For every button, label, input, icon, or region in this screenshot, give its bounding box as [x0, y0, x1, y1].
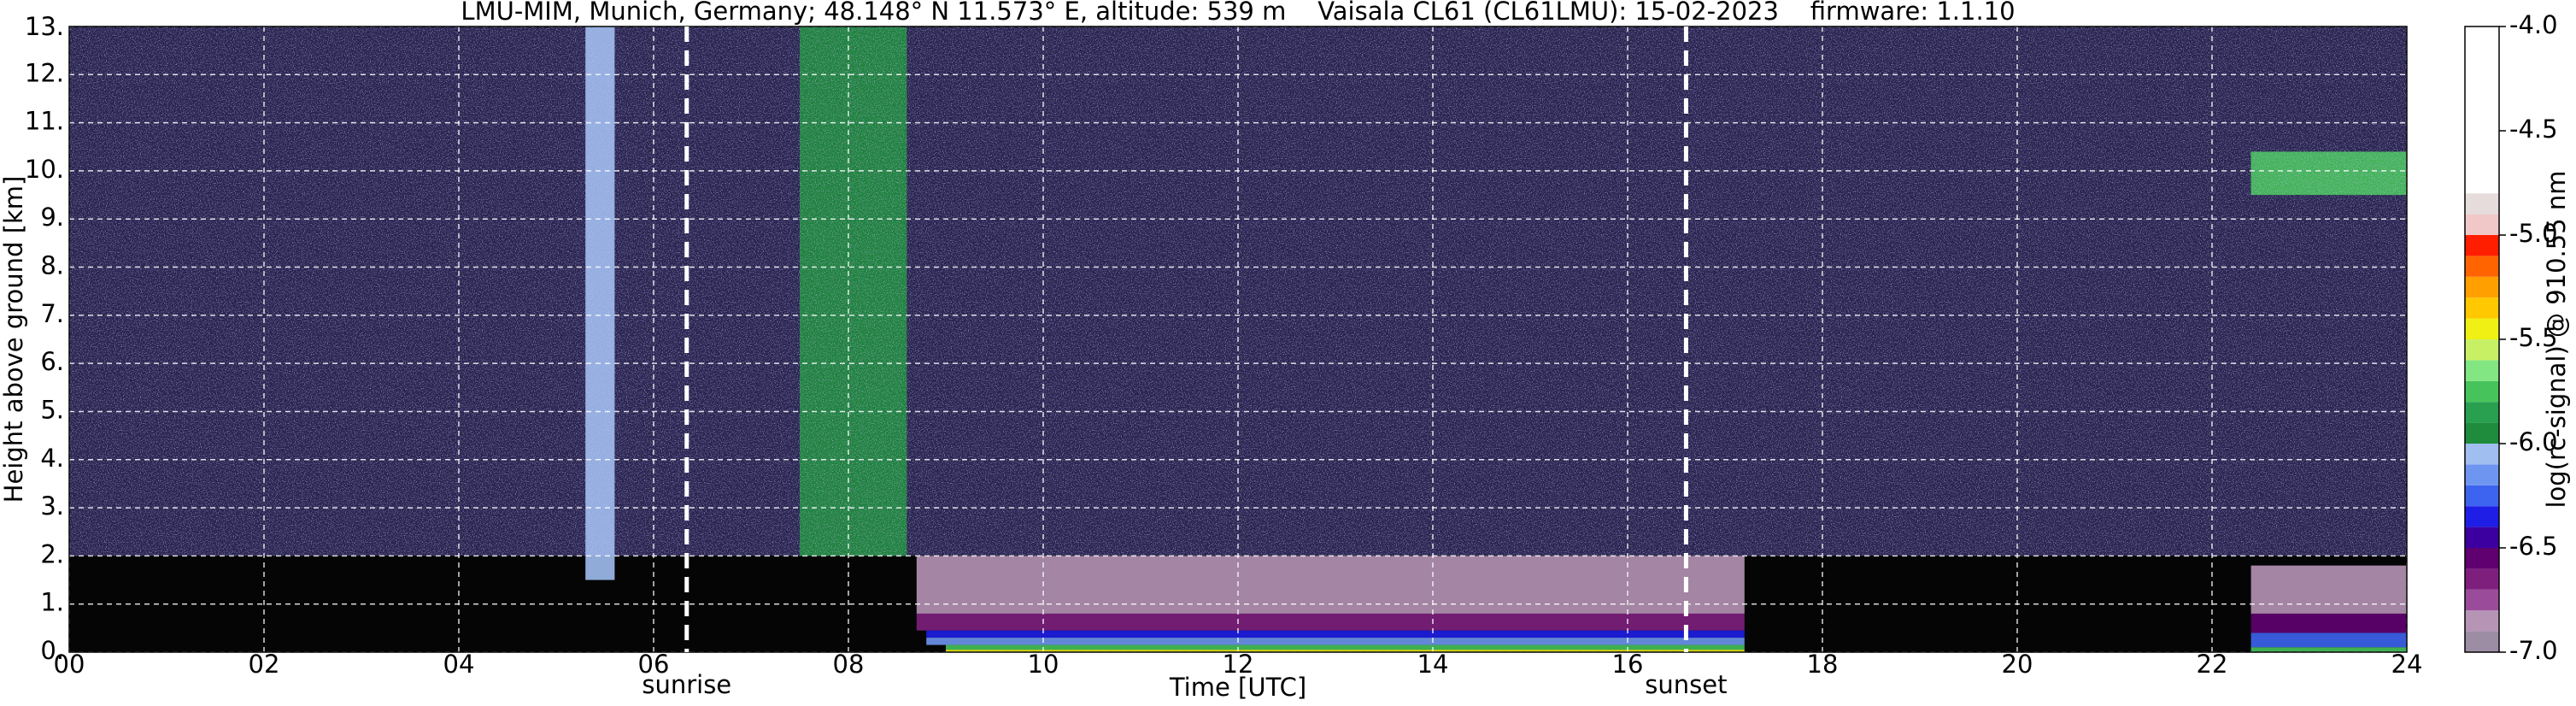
- chart-title: LMU-MIM, Munich, Germany; 48.148° N 11.5…: [461, 0, 2015, 26]
- y-tick-label: 10.: [25, 155, 64, 184]
- colorbar-segment: [2465, 318, 2499, 339]
- plot-frame: [68, 26, 2408, 653]
- x-tick-label: 22: [2197, 650, 2228, 679]
- colorbar-label: log(rc-signal) @ 910.55 nm: [2542, 170, 2571, 508]
- x-tick-label: 08: [833, 650, 865, 679]
- y-tick-label: 1.: [40, 588, 64, 617]
- y-tick-label: 8.: [40, 251, 64, 280]
- colorbar-segment: [2465, 297, 2499, 319]
- colorbar-segment: [2465, 26, 2499, 194]
- y-tick-label: 13.: [25, 12, 64, 41]
- heatmap-region: [916, 556, 1745, 614]
- x-tick-label: 10: [1028, 650, 1059, 679]
- y-tick-label: 0.: [40, 636, 64, 665]
- colorbar-segment: [2465, 339, 2499, 361]
- heatmap-region: [946, 644, 1745, 650]
- colorbar-segment: [2465, 360, 2499, 381]
- x-tick-label: 14: [1417, 650, 1449, 679]
- annotation-label: sunset: [1645, 670, 1727, 699]
- x-tick-label: 20: [2002, 650, 2033, 679]
- heatmap-region: [2250, 565, 2407, 614]
- x-tick-label: 12: [1223, 650, 1254, 679]
- colorbar-segment: [2465, 444, 2499, 465]
- colorbar-tick-label: -5.0: [2509, 219, 2558, 248]
- colorbar-segment: [2465, 548, 2499, 569]
- colorbar-tick-label: -6.0: [2509, 427, 2558, 456]
- y-tick-label: 3.: [40, 491, 64, 521]
- heatmap-region: [2250, 632, 2407, 648]
- y-tick-label: 2.: [40, 539, 64, 568]
- colorbar-segment: [2465, 402, 2499, 423]
- x-tick-label: 06: [638, 650, 670, 679]
- colorbar-segment: [2465, 568, 2499, 590]
- colorbar-segment: [2465, 506, 2499, 527]
- x-tick-label: 18: [1807, 650, 1839, 679]
- heatmap-region: [926, 630, 1745, 638]
- x-tick-label: 02: [249, 650, 280, 679]
- x-tick-label: 16: [1612, 650, 1644, 679]
- y-tick-label: 6.: [40, 347, 64, 376]
- colorbar-segment: [2465, 380, 2499, 403]
- colorbar-tick-label: -6.5: [2509, 532, 2558, 561]
- colorbar-segment: [2465, 527, 2499, 548]
- colorbar-tick-label: -4.0: [2509, 10, 2558, 39]
- colorbar-segment: [2465, 193, 2499, 215]
- heatmap-region: [2250, 613, 2407, 633]
- annotation-label: sunrise: [642, 670, 731, 699]
- x-tick-label: 04: [443, 650, 475, 679]
- y-tick-label: 9.: [40, 203, 64, 232]
- x-tick-label: 00: [54, 650, 85, 679]
- y-tick-label: 11.: [25, 107, 64, 136]
- y-tick-label: 7.: [40, 299, 64, 328]
- y-tick-label: 5.: [40, 395, 64, 424]
- colorbar-segment: [2465, 464, 2499, 485]
- y-tick-label: 4.: [40, 444, 64, 473]
- colorbar-segment: [2465, 276, 2499, 298]
- x-axis-label: Time [UTC]: [1169, 673, 1306, 702]
- colorbar-segment: [2465, 235, 2499, 256]
- heatmap-region: [2250, 647, 2407, 652]
- y-axis-label: Height above ground [km]: [0, 176, 28, 503]
- heatmap-region: [926, 638, 1745, 645]
- heatmap-region: [946, 650, 1745, 652]
- colorbar-tick-label: -4.5: [2509, 115, 2558, 144]
- colorbar-segment: [2465, 610, 2499, 632]
- colorbar-tick-label: -5.5: [2509, 323, 2558, 352]
- x-tick-label: 24: [2391, 650, 2423, 679]
- colorbar-segment: [2465, 422, 2499, 444]
- colorbar-tick-label: -7.0: [2509, 636, 2558, 665]
- heatmap-region: [916, 613, 1745, 631]
- colorbar-segment: [2465, 485, 2499, 507]
- colorbar-segment: [2465, 214, 2499, 235]
- y-tick-label: 12.: [25, 58, 64, 87]
- colorbar-segment: [2465, 256, 2499, 277]
- colorbar-segment: [2465, 589, 2499, 611]
- colorbar-segment: [2465, 631, 2499, 652]
